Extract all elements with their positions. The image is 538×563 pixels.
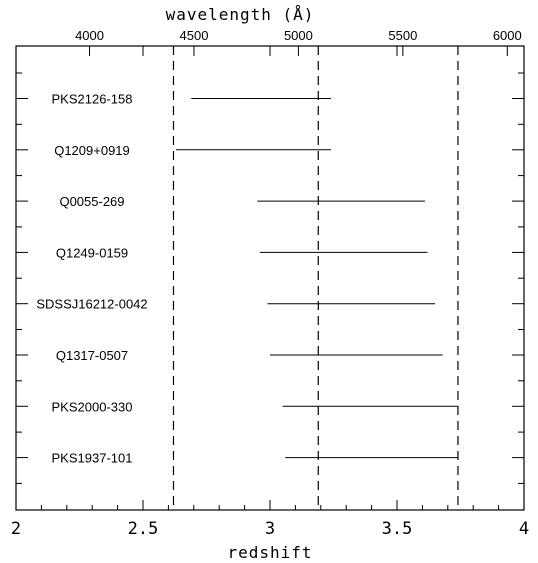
x2-tick-label: 5000	[284, 28, 313, 43]
category-label: PKS2126-158	[52, 92, 133, 107]
category-label: Q1249-0159	[56, 245, 128, 260]
chart-marks: 2 2.5 3 3.5 4 4000 4500 5000 5500 6000 PKS2126-158…	[11, 28, 529, 539]
x-tick-label: 3	[265, 519, 275, 539]
plot-frame	[15, 45, 525, 511]
category-label: SDSSJ16212-0042	[36, 297, 147, 312]
x2-tick-label: 4500	[180, 28, 209, 43]
x-tick-label: 2.5	[128, 519, 159, 539]
category-label: PKS1937-101	[52, 451, 133, 466]
top-axis-title: wavelength (Å)	[166, 5, 315, 24]
category-label: Q1317-0507	[56, 348, 128, 363]
category-label: Q0055-269	[59, 194, 124, 209]
x-tick-label: 2	[11, 519, 21, 539]
bottom-axis-title: redshift	[227, 543, 312, 562]
category-label: PKS2000-330	[52, 399, 133, 414]
x-tick-label: 4	[519, 519, 529, 539]
x2-tick-label: 5500	[388, 28, 417, 43]
x2-tick-label: 4000	[75, 28, 104, 43]
category-label: Q1209+0919	[54, 143, 130, 158]
x2-tick-label: 6000	[493, 28, 522, 43]
x-tick-label: 3.5	[382, 519, 413, 539]
